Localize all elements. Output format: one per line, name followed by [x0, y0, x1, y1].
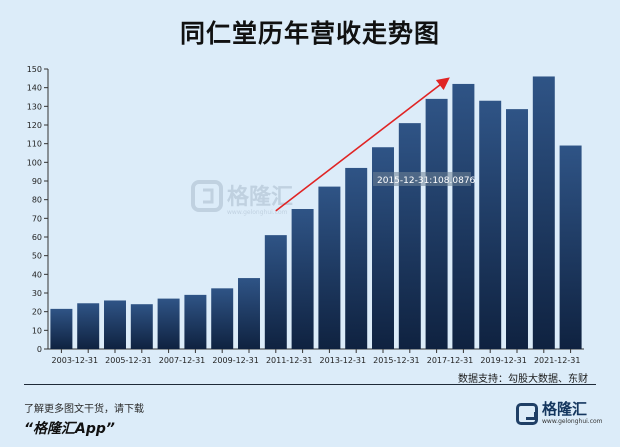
- bar: [211, 288, 234, 349]
- bar: [559, 145, 582, 349]
- bar: [532, 76, 555, 349]
- bar: [291, 209, 314, 349]
- bar: [77, 303, 100, 349]
- brand-logo-icon: [516, 402, 538, 425]
- bar: [157, 298, 180, 349]
- x-tick-label: 2009-12-31: [212, 356, 259, 365]
- bar: [479, 100, 502, 349]
- bar: [398, 123, 421, 349]
- y-tick-label: 150: [27, 65, 42, 74]
- footer-divider: [24, 384, 596, 385]
- y-tick-label: 130: [27, 102, 42, 111]
- chart-title: 同仁堂历年营收走势图: [179, 19, 440, 48]
- brand-logo: 格隆汇 www.gelonghui.com: [516, 402, 603, 425]
- x-tick-label: 2015-12-31: [373, 356, 420, 365]
- bar: [238, 278, 260, 349]
- y-tick-label: 120: [27, 121, 42, 130]
- x-tick-label: 2017-12-31: [427, 356, 474, 365]
- y-tick-label: 0: [37, 345, 42, 354]
- bar: [318, 186, 341, 349]
- bar: [184, 294, 207, 349]
- y-tick-label: 110: [27, 140, 42, 149]
- watermark-logo-icon: [191, 180, 223, 212]
- y-tick-label: 30: [32, 289, 42, 298]
- watermark: 格隆汇 www.gelonghui.com: [191, 180, 293, 216]
- watermark-url: www.gelonghui.com: [227, 209, 288, 216]
- bar: [425, 98, 448, 349]
- bar: [104, 300, 126, 349]
- tooltip-text: 2015-12-31:108.0876: [377, 176, 476, 186]
- brand-url: www.gelonghui.com: [542, 418, 603, 425]
- bars: [50, 76, 582, 349]
- tick-labels: 0 10 20 30 40 50 60 70 80 90 100 110 120 130 140 150 200…: [27, 65, 581, 365]
- trend-arrow: [275, 77, 450, 212]
- y-tick-label: 50: [32, 252, 42, 261]
- bar: [452, 83, 475, 349]
- x-tick-label: 2019-12-31: [480, 356, 527, 365]
- data-source: 数据支持：勾股大数据、东财: [458, 374, 588, 385]
- x-tick-label: 2007-12-31: [159, 356, 206, 365]
- y-tick-label: 60: [32, 233, 42, 242]
- y-tick-label: 40: [32, 270, 42, 279]
- footer-app-name: “格隆汇App”: [24, 421, 115, 437]
- x-tick-label: 2011-12-31: [266, 356, 313, 365]
- y-tick-label: 90: [32, 177, 42, 186]
- y-tick-label: 140: [27, 84, 42, 93]
- bar: [264, 235, 287, 349]
- y-tick-label: 100: [27, 158, 42, 167]
- bar: [345, 167, 368, 349]
- bar: [506, 109, 528, 349]
- x-tick-label: 2021-12-31: [534, 356, 581, 365]
- brand-name: 格隆汇: [542, 400, 588, 418]
- x-tick-label: 2005-12-31: [105, 356, 152, 365]
- bar: [130, 304, 153, 349]
- tooltip: 2015-12-31:108.0876: [373, 172, 476, 186]
- y-tick-label: 10: [32, 326, 42, 335]
- x-tick-label: 2003-12-31: [52, 356, 99, 365]
- y-tick-label: 20: [32, 308, 42, 317]
- y-tick-label: 80: [32, 196, 42, 205]
- bar: [372, 147, 394, 349]
- x-tick-label: 2013-12-31: [320, 356, 367, 365]
- y-tick-label: 70: [32, 214, 42, 223]
- footer-promo-text: 了解更多图文干货，请下载: [24, 404, 144, 415]
- bar: [50, 308, 73, 349]
